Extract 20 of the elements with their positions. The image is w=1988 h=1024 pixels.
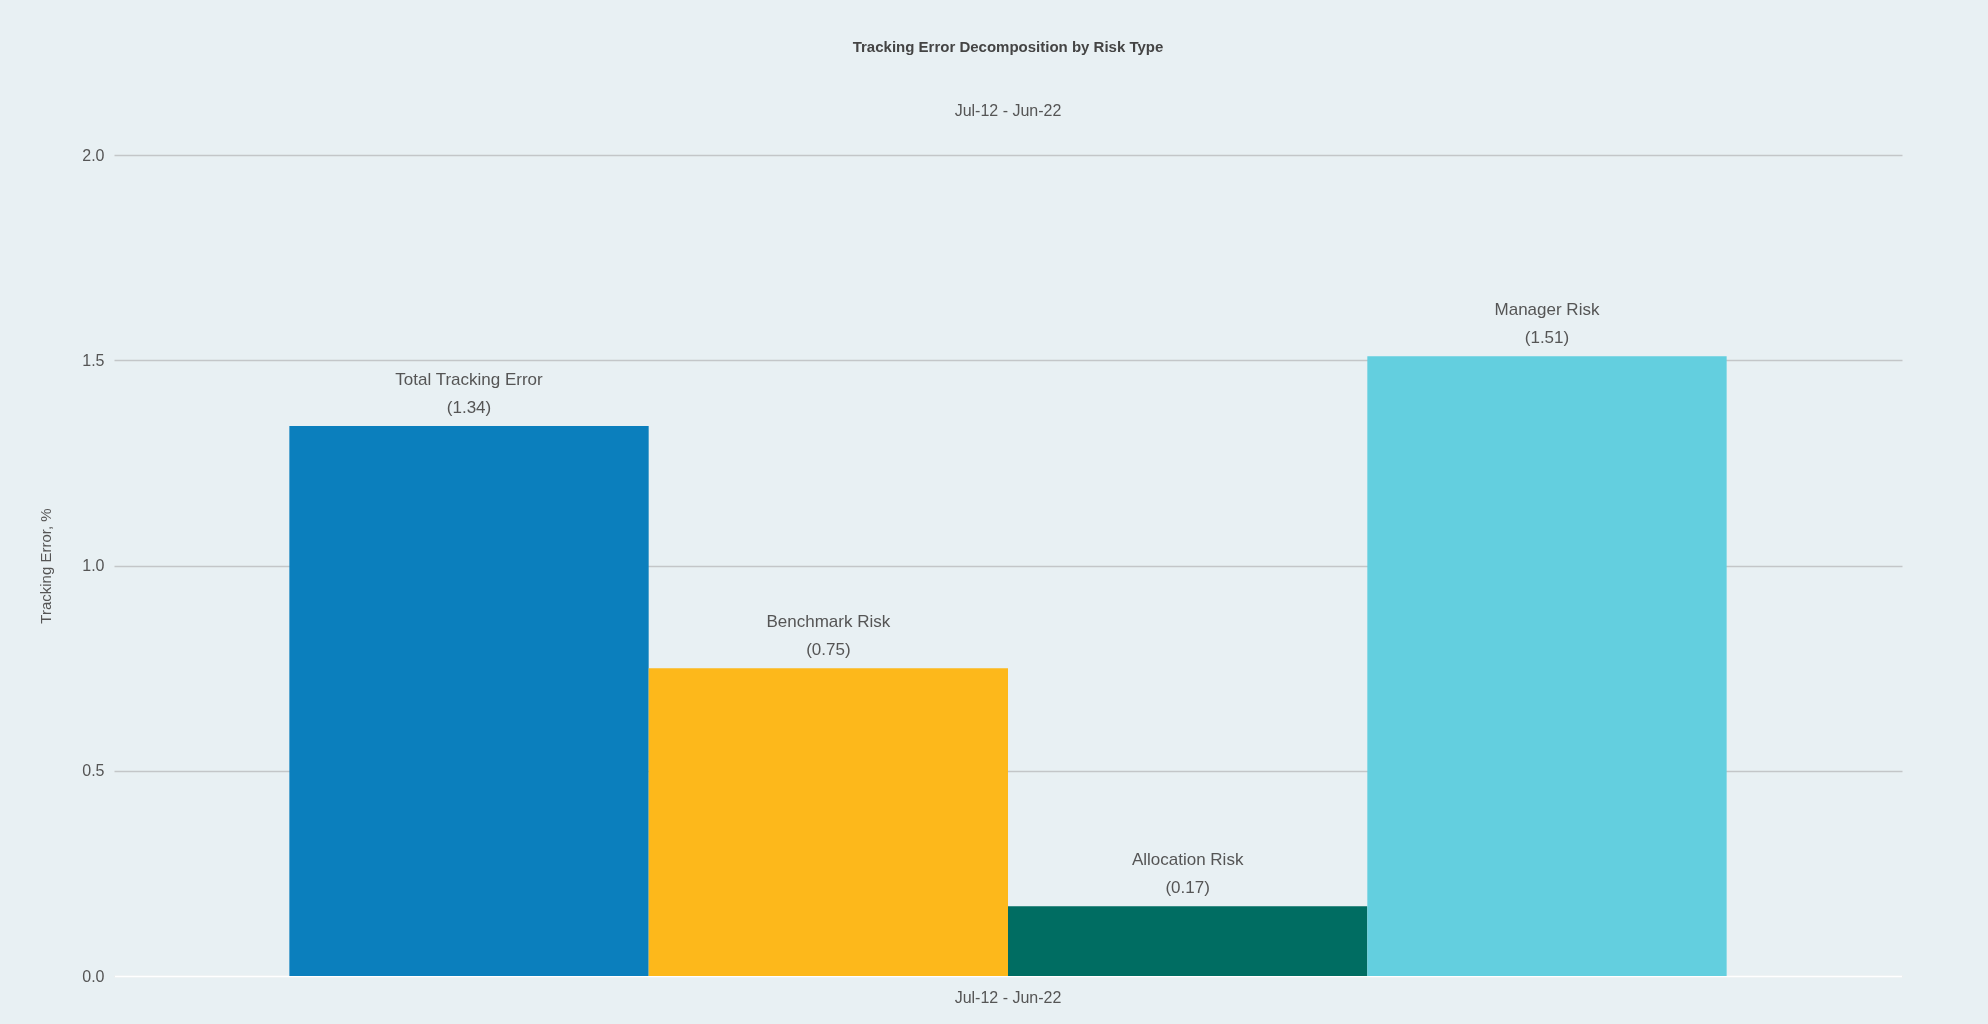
y-axis-title: Tracking Error, % xyxy=(37,508,55,624)
y-tick-label: 0.5 xyxy=(82,762,105,780)
bar xyxy=(289,425,649,976)
text: Total Tracking Error xyxy=(395,369,544,389)
y-tick-label: 1.0 xyxy=(82,557,105,574)
data-label: (1.51) xyxy=(1524,328,1570,348)
chart-title: Tracking Error Decomposition by Risk Type xyxy=(852,38,1164,55)
data-label: (0.75) xyxy=(806,640,851,660)
data-label: (0.17) xyxy=(1165,878,1210,898)
text: Benchmark Risk xyxy=(766,612,891,632)
y-tick-label: 1.5 xyxy=(82,351,105,369)
bar xyxy=(1008,906,1368,976)
y-tick-label: 2.0 xyxy=(82,146,105,164)
text: Manager Risk xyxy=(1494,300,1600,320)
y-tick-label: 0.0 xyxy=(82,967,105,985)
data-label: (1.34) xyxy=(446,397,492,417)
chart-subtitle: Jul-12 - Jun-22 xyxy=(954,102,1062,119)
bar xyxy=(648,668,1008,976)
bar xyxy=(1367,356,1727,976)
text: Allocation Risk xyxy=(1131,850,1244,870)
